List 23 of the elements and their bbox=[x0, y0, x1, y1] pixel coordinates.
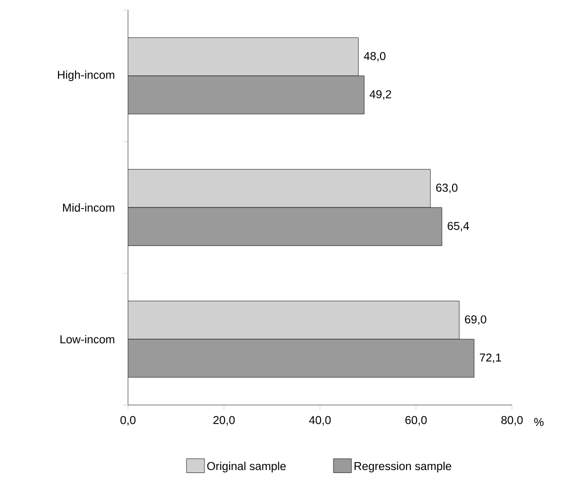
x-tick-label: 0,0 bbox=[120, 416, 136, 426]
data-label: 69,0 bbox=[464, 315, 486, 325]
bar bbox=[128, 169, 431, 208]
legend-label: Regression sample bbox=[354, 462, 452, 472]
x-tick-label: 40,0 bbox=[309, 416, 331, 426]
data-label: 49,2 bbox=[370, 90, 392, 100]
data-label: 48,0 bbox=[364, 52, 386, 62]
x-tick-label: 20,0 bbox=[213, 416, 235, 426]
bar bbox=[128, 37, 359, 76]
bar bbox=[128, 207, 442, 246]
bar bbox=[128, 76, 364, 114]
y-tick-label: Mid-incom bbox=[63, 203, 114, 212]
data-label: 72,1 bbox=[480, 354, 502, 363]
x-axis-title: % bbox=[534, 418, 544, 426]
bar bbox=[128, 338, 474, 378]
y-tick-label: Low-incom bbox=[60, 334, 114, 344]
legend-label: Original sample bbox=[207, 462, 286, 472]
data-label: 63,0 bbox=[436, 184, 458, 194]
x-tick-label: 60,0 bbox=[405, 416, 427, 426]
y-tick-label: High-incom bbox=[58, 70, 114, 82]
x-tick-label: 80,0 bbox=[501, 416, 523, 426]
bar bbox=[128, 300, 460, 340]
data-label: 65,4 bbox=[448, 222, 470, 232]
